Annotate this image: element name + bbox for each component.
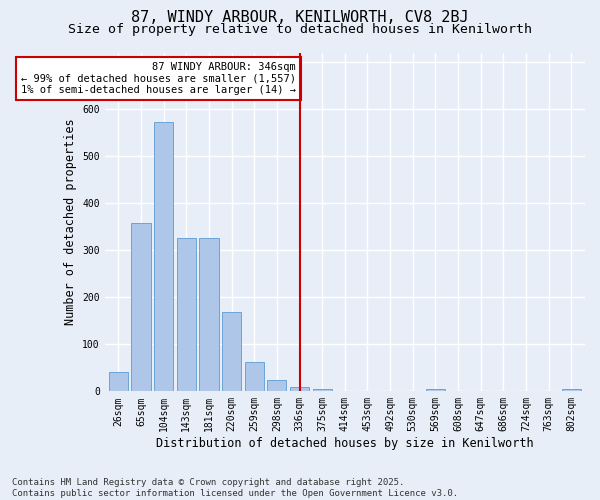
Bar [176,238,196,392]
Bar [131,223,151,392]
Bar [313,390,332,392]
Bar [199,238,218,392]
X-axis label: Distribution of detached houses by size in Kenilworth: Distribution of detached houses by size … [156,437,533,450]
Bar [562,390,581,392]
Bar [267,380,286,392]
Bar [245,362,264,392]
Bar [426,389,445,392]
Text: Size of property relative to detached houses in Kenilworth: Size of property relative to detached ho… [68,22,532,36]
Y-axis label: Number of detached properties: Number of detached properties [64,118,77,325]
Bar [222,312,241,392]
Text: 87 WINDY ARBOUR: 346sqm
← 99% of detached houses are smaller (1,557)
1% of semi-: 87 WINDY ARBOUR: 346sqm ← 99% of detache… [21,62,296,95]
Bar [290,386,309,392]
Text: Contains HM Land Registry data © Crown copyright and database right 2025.
Contai: Contains HM Land Registry data © Crown c… [12,478,458,498]
Bar [154,122,173,392]
Bar [109,372,128,392]
Text: 87, WINDY ARBOUR, KENILWORTH, CV8 2BJ: 87, WINDY ARBOUR, KENILWORTH, CV8 2BJ [131,10,469,25]
